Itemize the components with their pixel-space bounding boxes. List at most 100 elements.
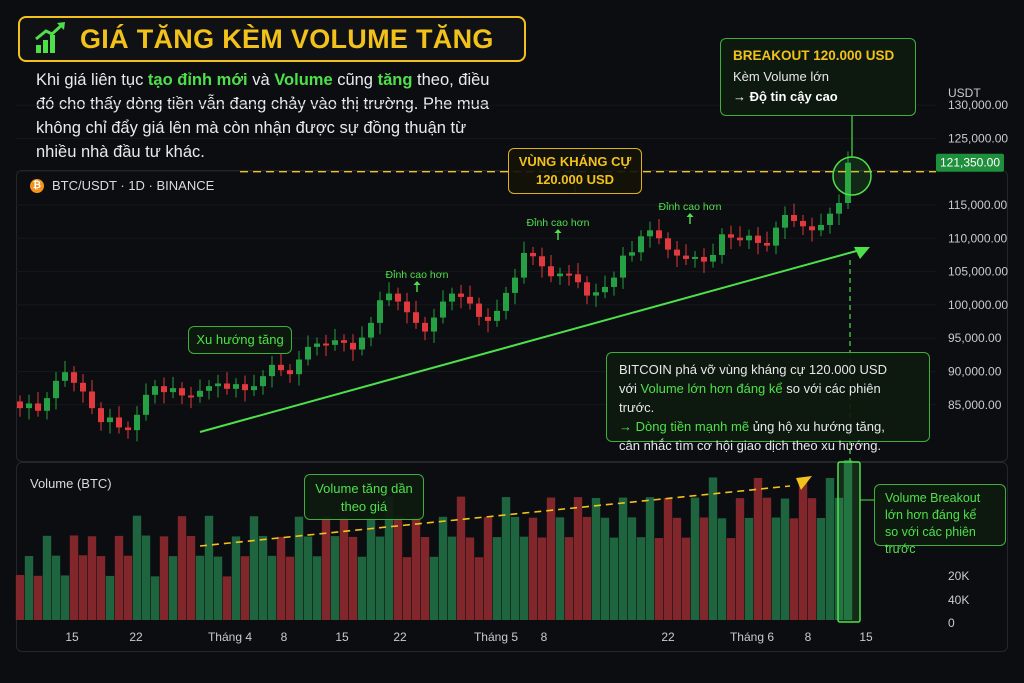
intro-segment: Volume [274, 71, 333, 89]
candle-body [206, 386, 212, 391]
candle-body [656, 230, 662, 239]
candle-body [287, 370, 293, 375]
volume-bar [636, 537, 646, 620]
candle-body [719, 234, 725, 255]
volume-bar [375, 536, 385, 620]
candle-body [422, 322, 428, 332]
price-axis-unit: USDT [948, 86, 981, 100]
volume-bar [492, 537, 502, 620]
price-tick-label: 130,000.00 [948, 98, 1008, 112]
volume-bar [429, 556, 439, 620]
x-tick-label: Tháng 6 [730, 630, 774, 644]
volume-bar [132, 515, 142, 620]
candle-body [629, 252, 635, 256]
volume-breakout-box: Volume Breakout lớn hơn đáng kể so với c… [874, 484, 1006, 556]
volume-bar [96, 556, 106, 620]
volume-trend-line [199, 485, 791, 547]
volume-bar [69, 535, 79, 620]
x-tick-label: 22 [129, 630, 143, 644]
volume-bar [609, 537, 619, 620]
intro-segment: Khi giá liên tục [36, 71, 148, 89]
candle-body [323, 343, 329, 346]
volume-bar [294, 516, 304, 620]
volume-bar [798, 478, 808, 620]
volume-bar [735, 498, 745, 620]
volume-bar [240, 556, 250, 620]
candle-body [107, 417, 113, 423]
volume-bar [825, 477, 835, 620]
candle-body [746, 235, 752, 241]
candle-body [530, 252, 536, 257]
candle-body [440, 301, 446, 318]
volume-bar [348, 536, 358, 620]
volume-bar [447, 536, 457, 620]
price-tick-label: 95,000.00 [948, 331, 1002, 345]
volume-bar [24, 556, 34, 620]
candle-body [827, 213, 833, 225]
last-price-label: 121,350.00 [940, 156, 1000, 170]
candle-body [674, 249, 680, 256]
candle-body [647, 230, 653, 237]
resistance-label-1: VÙNG KHÁNG CỰ [518, 154, 632, 169]
volume-bar [249, 516, 259, 620]
candle-body [458, 293, 464, 297]
volume-bar [771, 517, 781, 620]
candle-body [116, 417, 122, 428]
volume-bar [159, 536, 169, 620]
intro-paragraph: Khi giá liên tục tạo đỉnh mới và Volume … [36, 68, 506, 164]
candle-body [755, 235, 761, 243]
price-tick-label: 110,000.00 [948, 231, 1007, 245]
candle-body [386, 293, 392, 301]
candle-body [341, 340, 347, 343]
candle-body [584, 282, 590, 296]
x-tick-label: 15 [859, 630, 873, 644]
page-title: GIÁ TĂNG KÈM VOLUME TĂNG [80, 23, 494, 54]
volume-bar [591, 497, 601, 620]
trend-label-box: Xu hướng tăng [188, 326, 292, 354]
candle-body [566, 273, 572, 276]
volume-bar [51, 555, 61, 620]
intro-segment: cũng [332, 71, 378, 89]
candle-body [449, 293, 455, 302]
candle-body [395, 293, 401, 302]
volume-breakout-line1: Volume Breakout [885, 491, 981, 505]
candle-body [809, 226, 815, 231]
volume-bar [519, 536, 529, 620]
candle-body [44, 398, 50, 411]
volume-bar [753, 477, 763, 620]
candle-body [503, 292, 509, 311]
x-tick-label: 8 [805, 630, 812, 644]
x-tick-label: 8 [281, 630, 288, 644]
volume-bar [474, 557, 484, 620]
volume-tick-label: 40K [948, 593, 969, 607]
candle-body [269, 364, 275, 377]
volume-bar [681, 537, 691, 620]
breakout-line3: → Độ tin cậy cao [733, 89, 838, 104]
volume-bar [573, 497, 583, 620]
candle-body [431, 317, 437, 332]
candle-body [215, 383, 221, 387]
intro-segment: tạo đỉnh mới [147, 71, 248, 89]
peak-arrow-head [554, 229, 562, 233]
trend-label: Xu hướng tăng [196, 332, 284, 347]
explain-line2: với Volume lớn hơn đáng kể so với các ph… [619, 381, 881, 415]
volume-bar [483, 517, 493, 620]
volume-bar [114, 535, 124, 620]
candle-body [485, 316, 491, 321]
candle-body [134, 414, 140, 431]
peak-arrow-head [413, 281, 421, 285]
candle-body [413, 312, 419, 323]
volume-bar [582, 516, 592, 620]
volume-bar [555, 517, 565, 620]
candle-body [332, 340, 338, 345]
peak-arrow-head [686, 213, 694, 217]
volume-bar [465, 537, 475, 620]
volume-bar [780, 498, 790, 620]
volume-bar [393, 516, 403, 620]
volume-bar [420, 536, 430, 620]
volume-bar [717, 518, 727, 620]
volume-bar [528, 517, 538, 620]
candle-body [80, 382, 86, 392]
volume-bar [267, 555, 277, 620]
volume-bar [204, 515, 214, 620]
